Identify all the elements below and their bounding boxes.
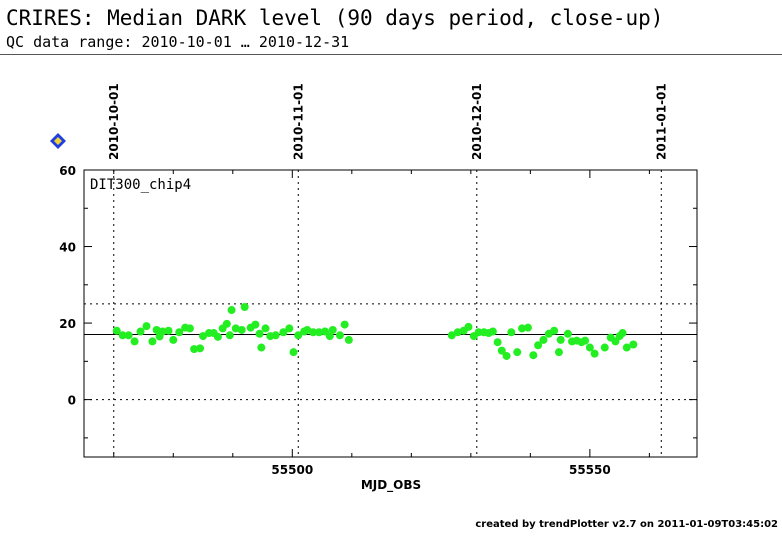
data-point xyxy=(523,323,532,332)
data-point xyxy=(148,337,157,346)
data-point xyxy=(169,335,178,344)
data-point xyxy=(622,343,631,352)
date-marker-label: 2010-11-01 xyxy=(291,83,305,160)
y-tick-label: 60 xyxy=(59,164,76,178)
data-point xyxy=(124,331,133,340)
data-point xyxy=(507,328,516,337)
date-marker-label: 2011-01-01 xyxy=(654,83,668,160)
data-point xyxy=(497,346,506,355)
data-point xyxy=(502,351,511,360)
x-tick-label: 55500 xyxy=(271,463,313,477)
data-point xyxy=(213,332,222,341)
header-divider xyxy=(0,54,782,55)
y-tick-label: 40 xyxy=(59,241,76,255)
data-point xyxy=(325,332,334,341)
x-tick-label: 55550 xyxy=(569,463,611,477)
data-point xyxy=(340,320,349,329)
data-point xyxy=(237,325,246,334)
data-point xyxy=(618,329,627,338)
data-point xyxy=(529,351,538,360)
data-point xyxy=(309,328,318,337)
data-point xyxy=(225,331,234,340)
chart-title: CRIRES: Median DARK level (90 days perio… xyxy=(6,6,664,30)
series-label: DIT300_chip4 xyxy=(90,177,191,193)
data-point xyxy=(488,327,497,336)
data-point xyxy=(227,306,236,315)
data-point xyxy=(279,328,288,337)
date-marker-label: 2010-12-01 xyxy=(470,83,484,160)
data-point xyxy=(585,343,594,352)
data-point xyxy=(222,319,231,328)
data-point xyxy=(185,324,194,333)
x-axis-label: MJD_OBS xyxy=(361,478,421,493)
data-point xyxy=(118,331,127,340)
data-point xyxy=(251,320,260,329)
data-point xyxy=(255,329,264,338)
y-tick-label: 20 xyxy=(59,317,76,331)
data-point xyxy=(534,341,543,350)
data-point xyxy=(493,338,502,347)
data-point xyxy=(175,328,184,337)
data-point xyxy=(112,326,121,335)
axis-layer: 2010-10-01 2010-11-01 2010-12-01 2011-01-01… xyxy=(59,83,697,477)
data-point xyxy=(315,328,324,337)
data-point xyxy=(554,348,563,357)
footer-credit: created by trendPlotter v2.7 on 2011-01-… xyxy=(475,519,778,530)
data-point xyxy=(550,326,559,335)
data-point xyxy=(294,331,303,340)
data-point xyxy=(158,327,167,336)
data-point xyxy=(344,335,353,344)
data-point xyxy=(513,348,522,357)
data-point xyxy=(285,324,294,333)
data-point xyxy=(600,343,609,352)
data-point xyxy=(518,324,527,333)
data-point xyxy=(271,331,280,340)
data-point xyxy=(261,324,270,333)
date-marker-label: 2010-10-01 xyxy=(107,83,121,160)
data-point xyxy=(257,343,266,352)
data-point xyxy=(142,322,151,331)
data-point xyxy=(136,327,145,336)
data-point xyxy=(130,337,139,346)
points-layer xyxy=(112,302,638,360)
data-point xyxy=(590,349,599,358)
data-point xyxy=(190,345,199,354)
data-point xyxy=(335,331,344,340)
data-point xyxy=(539,335,548,344)
data-point xyxy=(164,326,173,335)
data-point xyxy=(328,325,337,334)
data-point xyxy=(196,344,205,353)
data-point xyxy=(563,329,572,338)
data-point xyxy=(447,331,456,340)
data-point xyxy=(581,336,590,345)
data-point xyxy=(556,335,565,344)
data-point xyxy=(199,332,208,341)
data-point xyxy=(464,322,473,331)
diamond-marker-icon xyxy=(50,133,66,149)
data-point xyxy=(629,340,638,349)
data-range-subtitle: QC data range: 2010-10-01 … 2010-12-31 xyxy=(6,33,350,51)
data-point xyxy=(289,348,298,357)
data-point xyxy=(240,302,249,311)
y-tick-label: 0 xyxy=(68,394,76,408)
plot-frame xyxy=(83,169,698,458)
grid-layer xyxy=(84,170,697,457)
